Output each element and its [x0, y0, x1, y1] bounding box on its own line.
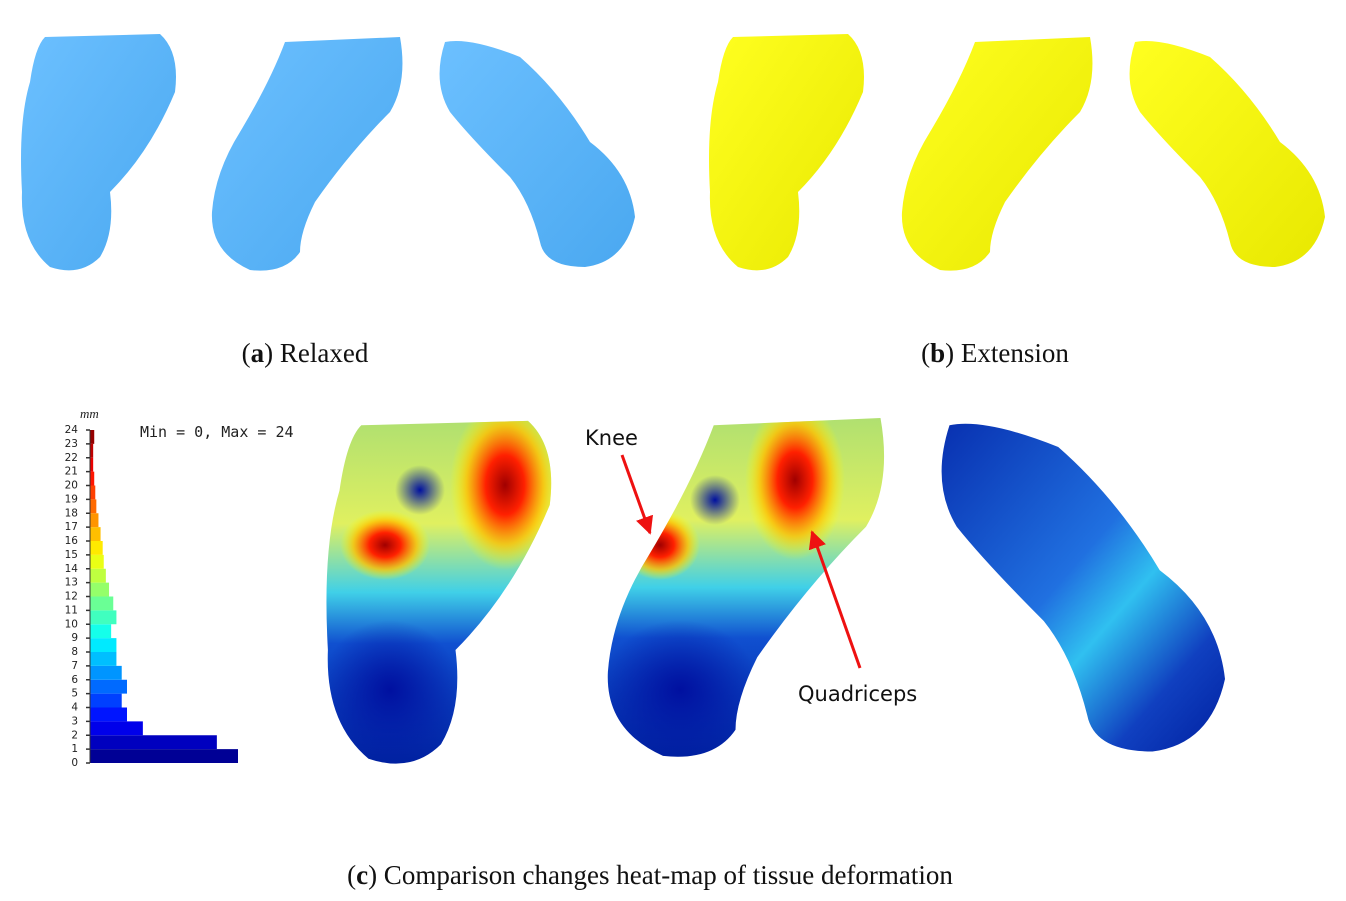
y-tick-label: 11	[65, 604, 78, 616]
histogram-bar	[90, 652, 117, 666]
caption-part: (	[347, 860, 356, 890]
unit-label: mm	[80, 406, 99, 421]
caption-part: ) Extension	[945, 338, 1069, 368]
histogram-bar	[90, 430, 95, 444]
knee-label: Knee	[585, 426, 638, 450]
histogram-bar	[90, 443, 94, 458]
range-label: Min = 0, Max = 24	[140, 423, 294, 441]
caption-part: ) Comparison changes heat-map of tissue …	[368, 860, 953, 890]
caption: (a) Relaxed	[242, 338, 369, 368]
caption-part: a	[251, 338, 265, 368]
y-tick-label: 19	[65, 493, 78, 505]
y-tick-label: 22	[65, 452, 78, 464]
y-tick-label: 20	[65, 480, 78, 492]
histogram-bar	[90, 624, 112, 639]
histogram-bar	[90, 721, 143, 736]
histogram-bar	[90, 665, 122, 680]
caption-part: (	[921, 338, 930, 368]
y-tick-label: 6	[71, 674, 78, 686]
histogram-bar	[90, 749, 238, 763]
y-tick-label: 18	[65, 507, 78, 519]
y-tick-label: 23	[65, 438, 78, 450]
y-tick-label: 9	[71, 632, 78, 644]
heat-maps	[326, 418, 1225, 764]
y-tick-label: 8	[71, 646, 78, 658]
histogram-bar	[90, 735, 217, 750]
caption: (c) Comparison changes heat-map of tissu…	[347, 860, 953, 890]
caption-part: ) Relaxed	[264, 338, 369, 368]
y-tick-label: 2	[71, 729, 78, 741]
caption: (b) Extension	[921, 338, 1069, 368]
histogram-bar	[90, 596, 114, 611]
extension-views	[709, 34, 1325, 271]
histogram-bar	[90, 568, 106, 583]
y-tick-label: 0	[71, 757, 78, 769]
histogram-bar	[90, 513, 99, 528]
y-tick-label: 7	[71, 660, 78, 672]
caption-part: b	[930, 338, 945, 368]
histogram-bar	[90, 499, 97, 514]
caption-part: c	[356, 860, 368, 890]
caption-part: (	[242, 338, 251, 368]
knee-arrow	[620, 454, 653, 535]
histogram-bar	[90, 541, 103, 555]
histogram-bar	[90, 679, 127, 694]
histogram-bar	[90, 485, 96, 500]
histogram-bar	[90, 693, 122, 708]
y-tick-label: 5	[71, 688, 78, 700]
y-tick-label: 21	[65, 466, 78, 478]
quadriceps-arrow	[808, 530, 862, 669]
y-tick-label: 16	[65, 535, 79, 547]
y-tick-label: 24	[65, 424, 79, 436]
captions: (a) Relaxed (b) Extension(c) Comparison c…	[242, 338, 1070, 890]
y-tick-label: 17	[65, 521, 78, 533]
histogram-bar	[90, 582, 110, 597]
y-tick-label: 4	[71, 702, 78, 714]
quadriceps-label: Quadriceps	[798, 682, 917, 706]
histogram-bar	[90, 707, 127, 722]
histogram-bar	[90, 457, 94, 472]
histogram-bar	[90, 554, 104, 569]
y-tick-label: 10	[65, 618, 78, 630]
histogram-bar	[90, 471, 95, 486]
relaxed-views	[21, 34, 635, 271]
y-tick-label: 13	[65, 577, 78, 589]
histogram-bar	[90, 527, 101, 541]
y-tick-label: 14	[65, 563, 79, 575]
histogram-bar	[90, 610, 117, 625]
histogram-bar	[90, 638, 117, 652]
y-tick-label: 15	[65, 549, 78, 561]
y-tick-label: 3	[71, 715, 78, 727]
y-tick-label: 12	[65, 591, 78, 603]
y-tick-label: 1	[71, 743, 78, 755]
